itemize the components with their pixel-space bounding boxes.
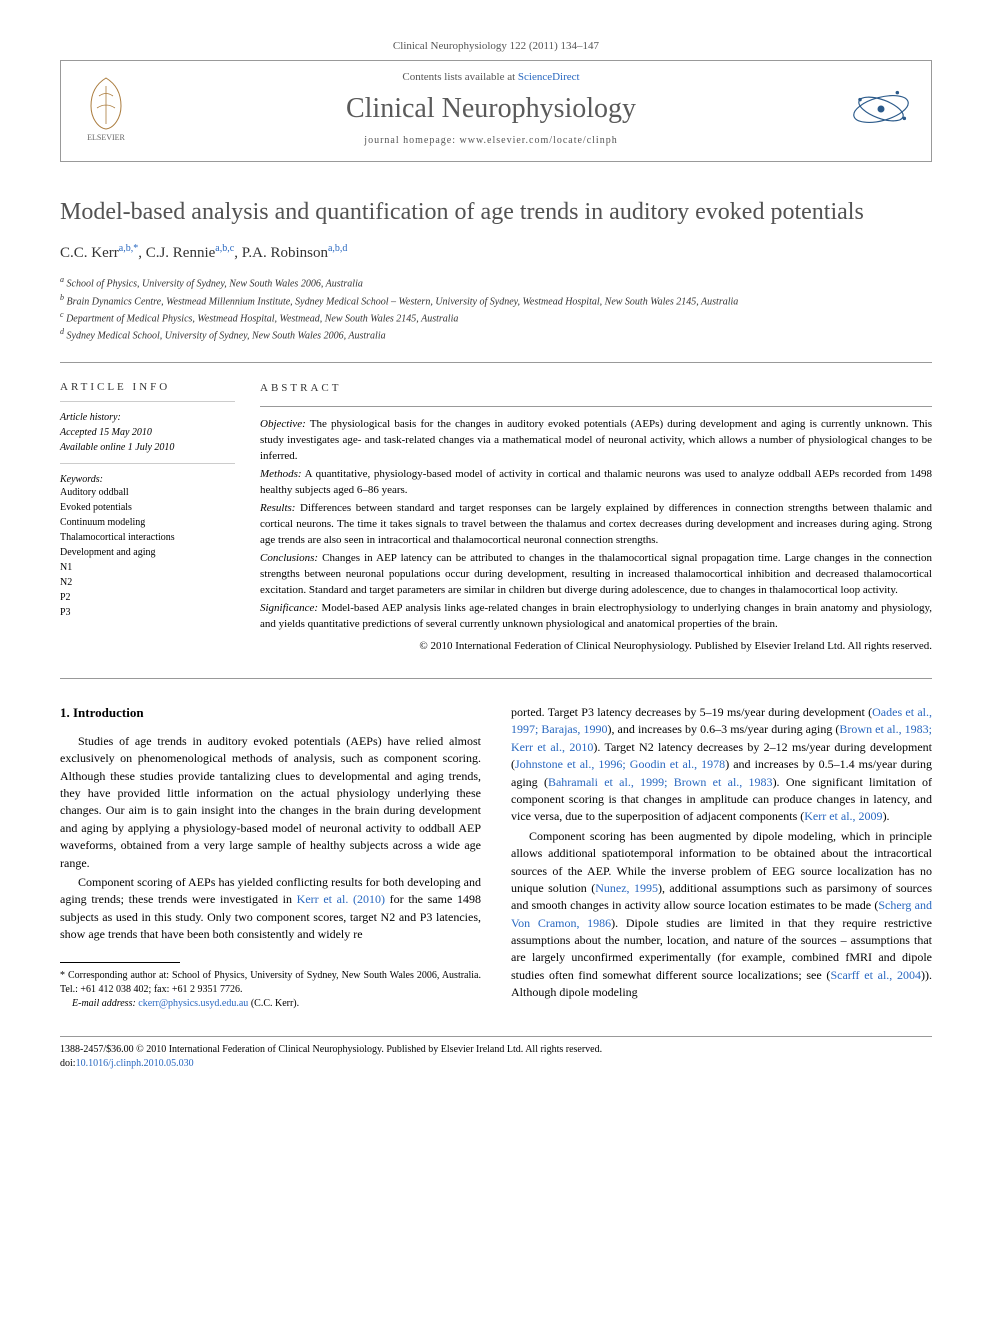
aff-text-a: School of Physics, University of Sydney,… xyxy=(67,279,363,290)
keyword: N1 xyxy=(60,560,235,575)
affiliations: a School of Physics, University of Sydne… xyxy=(60,274,932,343)
intro-p3b: ), and increases by 0.6–3 ms/year during… xyxy=(607,722,839,736)
conclusions-text: Changes in AEP latency can be attributed… xyxy=(260,552,932,596)
body-columns: 1. Introduction Studies of age trends in… xyxy=(60,704,932,1011)
results-text: Differences between standard and target … xyxy=(260,502,932,546)
elsevier-logo: ELSEVIER xyxy=(76,74,136,144)
affiliation-d: d Sydney Medical School, University of S… xyxy=(60,326,932,343)
keywords-label: Keywords: xyxy=(60,474,235,485)
author-list: C.C. Kerra,b,*, C.J. Renniea,b,c, P.A. R… xyxy=(60,243,932,262)
ref-johnstone[interactable]: Johnstone et al., 1996; Goodin et al., 1… xyxy=(515,757,725,771)
keyword: N2 xyxy=(60,575,235,590)
aff-text-b: Brain Dynamics Centre, Westmead Millenni… xyxy=(67,296,739,307)
keyword: P3 xyxy=(60,605,235,620)
article-info-label: article info xyxy=(60,381,235,393)
objective-text: The physiological basis for the changes … xyxy=(260,418,932,462)
abstract-copyright: © 2010 International Federation of Clini… xyxy=(260,639,932,654)
contents-line: Contents lists available at ScienceDirec… xyxy=(136,71,846,83)
homepage-prefix: journal homepage: xyxy=(364,135,459,146)
page-footer: 1388-2457/$36.00 © 2010 International Fe… xyxy=(60,1036,932,1071)
aff-mark-c: c xyxy=(60,310,64,319)
author-2-marks[interactable]: a,b,c xyxy=(215,243,234,254)
footer-copyright: 1388-2457/$36.00 © 2010 International Fe… xyxy=(60,1043,932,1057)
aff-text-c: Department of Medical Physics, Westmead … xyxy=(66,313,458,324)
significance-text: Model-based AEP analysis links age-relat… xyxy=(260,602,932,630)
keyword: P2 xyxy=(60,590,235,605)
homepage-url: www.elsevier.com/locate/clinph xyxy=(460,135,618,146)
ref-kerr-2010[interactable]: Kerr et al. (2010) xyxy=(297,892,385,906)
affiliation-c: c Department of Medical Physics, Westmea… xyxy=(60,309,932,326)
sciencedirect-link[interactable]: ScienceDirect xyxy=(518,71,580,83)
keyword: Evoked potentials xyxy=(60,500,235,515)
author-2: C.J. Rennie xyxy=(146,245,216,261)
significance-label: Significance: xyxy=(260,602,318,614)
author-3-marks[interactable]: a,b,d xyxy=(328,243,347,254)
corresponding-author-footnote: * Corresponding author at: School of Phy… xyxy=(60,969,481,1011)
accepted-date: Accepted 15 May 2010 xyxy=(60,425,235,440)
intro-p3a: ported. Target P3 latency decreases by 5… xyxy=(511,705,872,719)
abstract: abstract Objective: The physiological ba… xyxy=(260,381,932,657)
aff-text-d: Sydney Medical School, University of Syd… xyxy=(67,331,386,342)
journal-name: Clinical Neurophysiology xyxy=(136,93,846,125)
intro-heading: 1. Introduction xyxy=(60,704,481,723)
email-label: E-mail address: xyxy=(72,998,136,1009)
corr-text: * Corresponding author at: School of Phy… xyxy=(60,969,481,997)
email-link[interactable]: ckerr@physics.usyd.edu.au xyxy=(138,998,248,1009)
intro-p1: Studies of age trends in auditory evoked… xyxy=(60,733,481,872)
journal-homepage: journal homepage: www.elsevier.com/locat… xyxy=(136,135,846,146)
history-label: Article history: xyxy=(60,410,235,425)
keywords-list: Auditory oddball Evoked potentials Conti… xyxy=(60,485,235,620)
ref-kerr-2009[interactable]: Kerr et al., 2009 xyxy=(804,809,882,823)
email-suffix: (C.C. Kerr). xyxy=(251,998,299,1009)
author-1-marks[interactable]: a,b,* xyxy=(119,243,138,254)
author-1: C.C. Kerr xyxy=(60,245,119,261)
aff-mark-d: d xyxy=(60,327,64,336)
article-title: Model-based analysis and quantification … xyxy=(60,197,932,228)
running-head: Clinical Neurophysiology 122 (2011) 134–… xyxy=(60,40,932,52)
intro-p3f: ). xyxy=(883,809,890,823)
affiliation-a: a School of Physics, University of Sydne… xyxy=(60,274,932,291)
aff-mark-a: a xyxy=(60,275,64,284)
intro-p2: Component scoring of AEPs has yielded co… xyxy=(60,874,481,944)
publisher-label: ELSEVIER xyxy=(87,133,125,142)
divider-mid xyxy=(60,678,932,679)
keyword: Continuum modeling xyxy=(60,515,235,530)
intro-p4: Component scoring has been augmented by … xyxy=(511,828,932,1002)
footnote-separator xyxy=(60,962,180,963)
methods-text: A quantitative, physiology-based model o… xyxy=(260,468,932,496)
methods-label: Methods: xyxy=(260,468,302,480)
objective-label: Objective: xyxy=(260,418,306,430)
doi-link[interactable]: 10.1016/j.clinph.2010.05.030 xyxy=(76,1058,194,1069)
contents-prefix: Contents lists available at xyxy=(402,71,517,83)
divider-top xyxy=(60,362,932,363)
doi-prefix: doi: xyxy=(60,1058,76,1069)
ref-scarff[interactable]: Scarff et al., 2004 xyxy=(830,968,921,982)
results-label: Results: xyxy=(260,502,295,514)
masthead-box: ELSEVIER Contents lists available at Sci… xyxy=(60,60,932,162)
article-info-sidebar: article info Article history: Accepted 1… xyxy=(60,381,260,657)
ref-nunez[interactable]: Nunez, 1995 xyxy=(595,881,658,895)
journal-cover-icon xyxy=(846,74,916,144)
abstract-label: abstract xyxy=(260,381,932,397)
affiliation-b: b Brain Dynamics Centre, Westmead Millen… xyxy=(60,292,932,309)
keyword: Thalamocortical interactions xyxy=(60,530,235,545)
conclusions-label: Conclusions: xyxy=(260,552,318,564)
online-date: Available online 1 July 2010 xyxy=(60,440,235,455)
keyword: Auditory oddball xyxy=(60,485,235,500)
author-3: P.A. Robinson xyxy=(242,245,328,261)
intro-p3: ported. Target P3 latency decreases by 5… xyxy=(511,704,932,826)
ref-bahramali[interactable]: Bahramali et al., 1999; Brown et al., 19… xyxy=(548,775,773,789)
aff-mark-b: b xyxy=(60,293,64,302)
keyword: Development and aging xyxy=(60,545,235,560)
